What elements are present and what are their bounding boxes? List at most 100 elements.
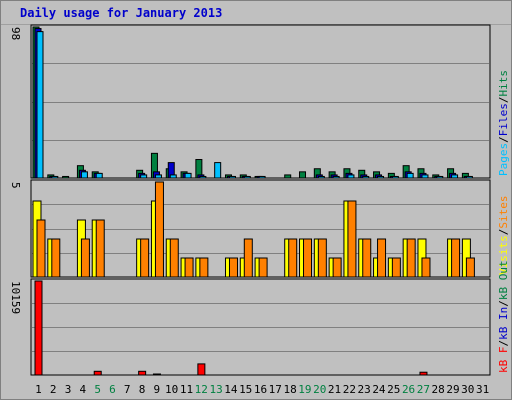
- bar-sites-day-29: [451, 238, 461, 278]
- legend-entry: /: [497, 339, 510, 347]
- bar-sites-day-5: [95, 219, 105, 278]
- bar-pages-day-22: [347, 174, 355, 179]
- bar-kbf-day-27: [419, 371, 428, 376]
- legend-entry: Pages: [497, 142, 510, 176]
- legend-entry: /: [497, 136, 510, 143]
- bar-sites-day-19: [303, 238, 313, 278]
- bar-sites-day-27: [421, 257, 431, 278]
- legend-entry: Files: [497, 103, 510, 137]
- ytick-bottom: 10159: [9, 281, 22, 315]
- x-tick-label: 31: [476, 383, 489, 396]
- bar-pages-day-15: [243, 175, 251, 179]
- chart-title: Daily usage for January 2013: [20, 6, 223, 20]
- bar-pages-day-20: [317, 175, 325, 179]
- bar-sites-day-24: [377, 238, 387, 278]
- x-tick-label: 2: [50, 383, 57, 396]
- x-tick-label: 6: [109, 383, 116, 396]
- x-tick-label: 24: [372, 383, 386, 396]
- bar-pages-day-16: [258, 175, 266, 179]
- bar-pages-day-1: [36, 31, 44, 179]
- legend-entry: kB F: [497, 346, 510, 374]
- ytick-top: 98: [9, 27, 22, 41]
- x-tick-label: 19: [298, 383, 311, 396]
- legend-bottom: kB F/kB In/kB Out: [497, 260, 510, 373]
- bar-sites-day-22: [347, 200, 357, 278]
- bar-kbf-day-9: [152, 373, 161, 376]
- bar-sites-day-11: [184, 257, 194, 278]
- bar-sites-day-10: [169, 238, 179, 278]
- x-tick-label: 23: [358, 383, 371, 396]
- legend-entry: kB In: [497, 306, 510, 340]
- bar-pages-day-21: [332, 175, 340, 179]
- bar-sites-day-14: [228, 257, 238, 278]
- legend-entry: Sites: [497, 195, 510, 229]
- bar-sites-day-23: [362, 238, 372, 278]
- legend-entry: /: [497, 228, 510, 236]
- bar-sites-day-25: [391, 257, 401, 278]
- x-tick-label: 12: [195, 383, 208, 396]
- bar-sites-day-26: [406, 238, 416, 278]
- bar-pages-day-5: [95, 172, 103, 179]
- bar-sites-day-12: [199, 257, 209, 278]
- x-tick-label: 14: [224, 383, 238, 396]
- legend-entry: kB Out: [497, 260, 510, 301]
- bar-hits-day-3: [62, 175, 70, 179]
- x-tick-label: 5: [94, 383, 101, 396]
- x-tick-label: 8: [139, 383, 146, 396]
- bar-pages-day-10: [169, 174, 177, 179]
- bar-pages-day-14: [228, 175, 236, 179]
- x-tick-label: 10: [165, 383, 178, 396]
- bar-pages-day-12: [199, 175, 207, 179]
- bar-kbf-day-12: [197, 363, 206, 376]
- bar-sites-day-21: [332, 257, 342, 278]
- x-tick-label: 17: [269, 383, 282, 396]
- bar-pages-day-4: [80, 171, 88, 179]
- bar-sites-day-9: [154, 181, 164, 278]
- legend-entry: /: [497, 96, 510, 104]
- legend-entry: /: [497, 300, 510, 307]
- bar-pages-day-2: [51, 175, 59, 179]
- bar-sites-day-4: [80, 238, 90, 278]
- bar-sites-day-1: [36, 219, 46, 278]
- bar-sites-day-18: [288, 238, 298, 278]
- bar-sites-day-8: [140, 238, 150, 278]
- bar-pages-day-29: [451, 174, 459, 179]
- x-tick-label: 9: [154, 383, 161, 396]
- x-tick-label: 18: [283, 383, 296, 396]
- bar-pages-day-8: [140, 174, 148, 179]
- bar-pages-day-28: [436, 175, 444, 179]
- x-tick-label: 4: [80, 383, 87, 396]
- bar-kbf-day-5: [93, 370, 102, 376]
- bar-pages-day-30: [465, 175, 473, 179]
- ytick-middle: 5: [9, 182, 22, 189]
- x-tick-label: 28: [432, 383, 445, 396]
- bar-hits-day-19: [299, 171, 307, 179]
- x-tick-label: 25: [387, 383, 400, 396]
- bar-sites-day-20: [317, 238, 327, 278]
- panel-1-frame: [30, 24, 491, 179]
- x-tick-label: 26: [402, 383, 415, 396]
- bar-sites-day-15: [243, 238, 253, 278]
- legend-top: Pages/Files/Hits: [497, 70, 510, 176]
- bar-hits-day-18: [284, 174, 292, 179]
- legend-entry: Hits: [497, 70, 510, 97]
- bar-pages-day-24: [377, 175, 385, 179]
- bar-sites-day-30: [465, 257, 475, 278]
- bar-kbf-day-1: [34, 280, 43, 376]
- bar-pages-day-27: [421, 174, 429, 179]
- x-tick-label: 7: [124, 383, 131, 396]
- x-tick-label: 15: [239, 383, 252, 396]
- x-tick-label: 11: [180, 383, 193, 396]
- x-tick-label: 20: [313, 383, 326, 396]
- x-tick-label: 27: [417, 383, 430, 396]
- bar-pages-day-9: [154, 174, 162, 179]
- bar-pages-day-23: [362, 175, 370, 179]
- bar-pages-day-11: [184, 172, 192, 179]
- x-tick-label: 30: [461, 383, 474, 396]
- x-tick-label: 22: [343, 383, 356, 396]
- x-tick-label: 13: [209, 383, 222, 396]
- x-tick-label: 29: [446, 383, 459, 396]
- x-tick-label: 1: [35, 383, 42, 396]
